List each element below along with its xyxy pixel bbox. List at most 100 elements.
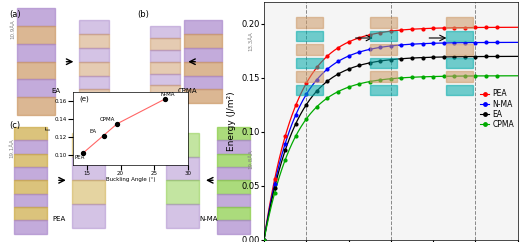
Text: CPMA: CPMA (178, 88, 198, 94)
EA (429, 55, 437, 59)
Bar (150, 62, 180, 74)
Bar (184, 20, 222, 34)
Bar (150, 74, 180, 85)
N-MA (408, 42, 416, 46)
Bar (184, 34, 222, 48)
EA (408, 56, 416, 60)
Bar (17, 8, 55, 26)
CPMA (450, 74, 459, 78)
Bar (217, 220, 250, 234)
PEA (408, 27, 416, 31)
Legend: PEA, N-MA, EA, CPMA: PEA, N-MA, EA, CPMA (480, 90, 514, 129)
Bar (79, 89, 109, 103)
EA (482, 54, 490, 58)
EA (313, 89, 321, 93)
CPMA (429, 75, 437, 78)
CPMA (270, 191, 279, 195)
Text: (a): (a) (9, 9, 21, 19)
Text: (e): (e) (79, 96, 89, 102)
Text: PEA: PEA (75, 155, 85, 160)
N-MA (429, 41, 437, 45)
PEA (376, 31, 384, 35)
Bar (14, 154, 47, 167)
EA (270, 186, 279, 189)
Text: CPMA: CPMA (99, 117, 115, 122)
PEA (471, 26, 480, 30)
PEA (355, 36, 363, 40)
X-axis label: Buckling Angle (°): Buckling Angle (°) (106, 177, 155, 182)
Text: PEA: PEA (52, 216, 65, 222)
PEA (482, 25, 490, 29)
N-MA (471, 41, 480, 45)
PEA (397, 28, 406, 32)
Bar (79, 34, 109, 48)
Text: (b): (b) (137, 9, 149, 19)
Text: EA: EA (51, 88, 61, 94)
Bar (14, 220, 47, 234)
N-MA (323, 67, 332, 71)
Bar (14, 207, 47, 220)
Text: (d): (d) (137, 121, 149, 130)
Bar (166, 204, 199, 228)
Y-axis label: Energy (J/m²): Energy (J/m²) (227, 91, 236, 151)
PEA (323, 54, 332, 58)
CPMA (493, 74, 501, 78)
Bar (166, 180, 199, 204)
Bar (73, 204, 106, 228)
CPMA (386, 77, 395, 81)
CPMA (376, 78, 384, 82)
CPMA (323, 96, 332, 100)
PEA (291, 103, 300, 107)
Bar (17, 44, 55, 62)
EA (439, 55, 448, 59)
EA (450, 55, 459, 59)
EA (366, 61, 374, 65)
Bar (14, 180, 47, 194)
PEA (345, 40, 353, 44)
PEA (302, 81, 311, 85)
N-MA (418, 42, 427, 45)
CPMA (418, 75, 427, 79)
Bar (150, 85, 180, 97)
N-MA (366, 47, 374, 51)
Bar (79, 20, 109, 34)
EA (386, 58, 395, 62)
PEA (418, 27, 427, 30)
Bar (73, 157, 106, 180)
Bar (166, 133, 199, 157)
CPMA (408, 75, 416, 79)
Bar (17, 26, 55, 44)
EA (260, 238, 268, 242)
Bar (17, 79, 55, 97)
EA (493, 54, 501, 58)
Text: 10.9ÅA: 10.9ÅA (10, 19, 15, 39)
Bar (17, 97, 55, 115)
N-MA (302, 92, 311, 96)
N-MA (493, 40, 501, 44)
PEA (429, 26, 437, 30)
CPMA (366, 80, 374, 83)
EA (471, 55, 480, 59)
CPMA (439, 74, 448, 78)
N-MA (355, 50, 363, 54)
CPMA (281, 158, 289, 162)
EA (397, 57, 406, 61)
Bar (150, 50, 180, 62)
PEA (493, 25, 501, 29)
Text: (c): (c) (9, 121, 20, 130)
Text: N-MA: N-MA (199, 216, 218, 222)
N-MA (439, 41, 448, 45)
Y-axis label: $\Gamma$: $\Gamma$ (44, 125, 53, 131)
Bar (79, 62, 109, 76)
Bar (184, 89, 222, 103)
N-MA (270, 182, 279, 186)
Text: EA: EA (90, 129, 97, 134)
PEA (270, 177, 279, 181)
N-MA (376, 45, 384, 49)
EA (302, 103, 311, 106)
CPMA (461, 74, 469, 78)
Bar (217, 207, 250, 220)
CPMA (397, 76, 406, 80)
Bar (184, 76, 222, 89)
N-MA (260, 238, 268, 242)
